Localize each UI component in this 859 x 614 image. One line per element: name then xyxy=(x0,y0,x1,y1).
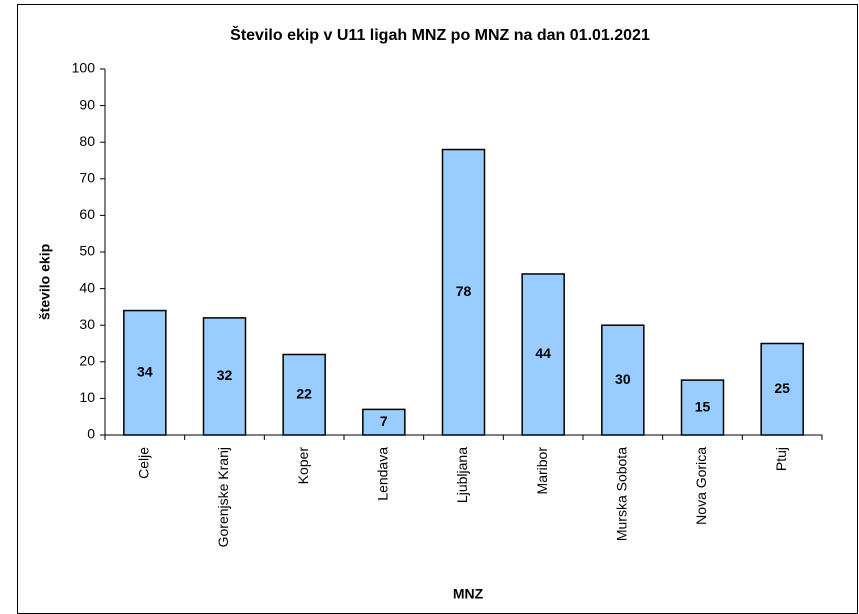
x-tick-label: Koper xyxy=(295,447,311,485)
x-tick-label: Nova Gorica xyxy=(693,447,709,525)
x-tick-label: Murska Sobota xyxy=(614,447,630,541)
x-axis-title: MNZ xyxy=(453,586,484,602)
chart-title: Število ekip v U11 ligah MNZ po MNZ na d… xyxy=(230,25,650,44)
y-tick-label: 60 xyxy=(79,206,95,222)
y-tick-label: 50 xyxy=(79,243,95,259)
x-tick-label: Ljubljana xyxy=(454,447,470,503)
value-label: 32 xyxy=(217,367,233,383)
y-tick-label: 80 xyxy=(79,133,95,149)
y-axis-title: število ekip xyxy=(37,244,53,320)
y-tick-label: 20 xyxy=(79,353,95,369)
value-label: 22 xyxy=(296,385,312,401)
bar xyxy=(282,353,326,436)
value-label: 78 xyxy=(456,283,472,299)
bar xyxy=(680,379,725,436)
bar xyxy=(521,273,565,436)
bar xyxy=(123,309,167,436)
y-tick-label: 100 xyxy=(72,60,96,76)
value-label: 44 xyxy=(535,345,551,361)
bar xyxy=(362,408,406,436)
value-label: 7 xyxy=(380,413,388,429)
x-tick-label: Maribor xyxy=(534,447,550,495)
x-tick-label: Lendava xyxy=(375,447,391,501)
bar xyxy=(601,324,645,436)
y-tick-label: 40 xyxy=(79,279,95,295)
value-label: 25 xyxy=(774,380,790,396)
y-tick-label: 0 xyxy=(87,426,95,442)
x-tick-label: Celje xyxy=(136,447,152,479)
chart-border xyxy=(17,4,858,614)
value-label: 15 xyxy=(695,398,711,414)
value-label: 30 xyxy=(615,371,631,387)
y-tick-label: 30 xyxy=(79,316,95,332)
bar xyxy=(760,342,804,436)
x-tick-label: Ptuj xyxy=(773,447,789,471)
x-tick-label: Gorenjske Kranj xyxy=(215,447,231,547)
y-tick-label: 90 xyxy=(79,96,95,112)
bar xyxy=(202,317,247,436)
y-tick-label: 70 xyxy=(79,170,95,186)
value-label: 34 xyxy=(137,363,153,379)
y-tick-label: 10 xyxy=(79,389,95,405)
bar xyxy=(441,148,486,436)
